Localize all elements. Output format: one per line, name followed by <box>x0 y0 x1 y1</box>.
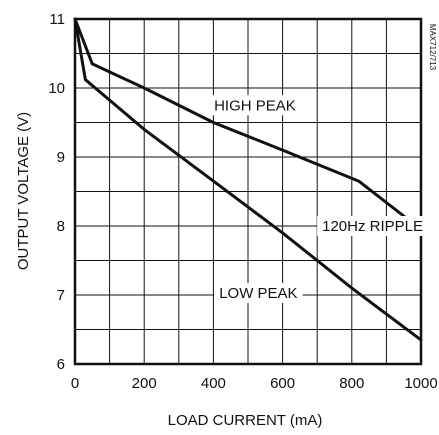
series-line-high-peak <box>73 17 423 231</box>
y-axis-title: OUTPUT VOLTAGE (V) <box>15 112 32 270</box>
series-line-low-peak <box>73 17 423 342</box>
plot-border <box>73 17 423 366</box>
x-tick-label: 600 <box>270 375 295 392</box>
x-tick-label: 800 <box>339 375 364 392</box>
annotation-background <box>317 216 429 236</box>
y-tick-label: 10 <box>48 80 65 97</box>
annotation-label: 120Hz RIPPLE <box>322 218 423 235</box>
side-note: MAX712/713 <box>428 24 437 71</box>
tick-labels: 0 200 400 600 800 1000 6 7 8 9 10 11 <box>48 11 437 392</box>
annotations: HIGH PEAK 120Hz RIPPLE LOW PEAK <box>209 95 429 303</box>
annotation-label: LOW PEAK <box>219 285 297 302</box>
grid <box>75 19 421 364</box>
series-lines <box>73 17 423 342</box>
y-tick-label: 8 <box>57 218 65 235</box>
y-tick-label: 6 <box>57 356 65 373</box>
x-tick-label: 1000 <box>404 375 437 392</box>
annotation-background <box>214 282 303 303</box>
x-axis-title: LOAD CURRENT (mA) <box>168 412 323 429</box>
y-tick-label: 7 <box>57 287 65 304</box>
y-tick-label: 9 <box>57 149 65 166</box>
annotation-background <box>209 95 301 116</box>
plot-frame <box>73 17 423 366</box>
annotation-label: HIGH PEAK <box>214 97 296 114</box>
x-tick-label: 200 <box>132 375 157 392</box>
y-tick-label: 11 <box>49 11 65 28</box>
x-tick-label: 0 <box>71 375 79 392</box>
x-tick-label: 400 <box>201 375 226 392</box>
